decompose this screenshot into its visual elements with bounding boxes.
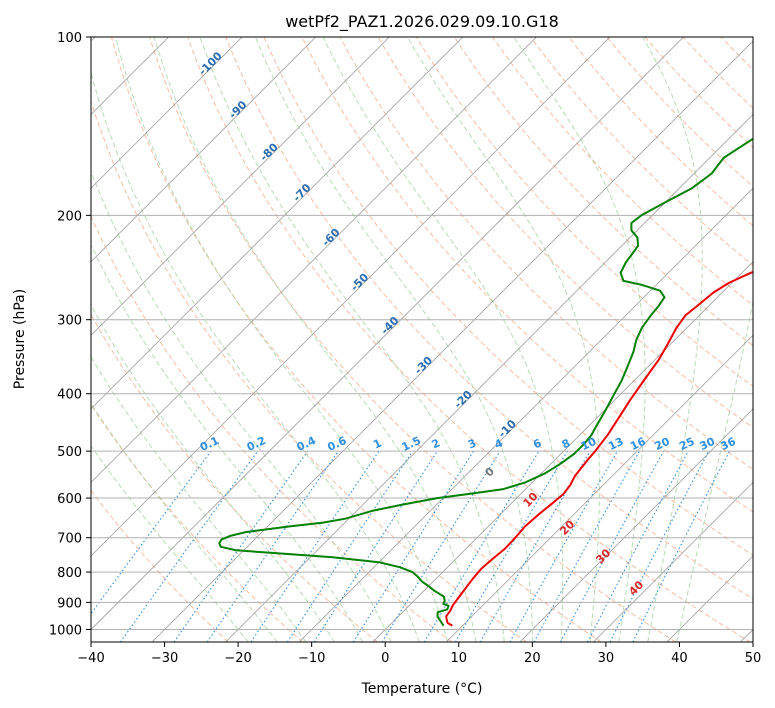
mixing-ratio-label: 16 [628,435,648,453]
moist-adiabat [513,37,646,642]
moist-adiabat [254,37,534,642]
dry-adiabat [91,215,453,642]
y-tick-label: 500 [57,445,82,460]
chart-title: wetPf2_PAZ1.2026.029.09.10.G18 [285,12,559,32]
y-tick-label: 300 [57,314,82,329]
moist-adiabat [91,355,307,642]
isotherm [372,261,753,642]
moist-adiabat [676,298,753,642]
mixing-ratio-line [381,450,501,642]
mixing-ratio-line [286,450,414,642]
moist-adiabat [91,444,249,642]
mixing-ratio-label: 10 [579,435,599,453]
mixing-ratio-line [250,450,380,642]
isotherm [519,408,753,642]
mixing-ratio-line [91,450,212,615]
mixing-ratio-line [313,450,438,642]
x-tick-label: 50 [745,651,762,666]
moist-adiabat [642,37,703,642]
sounding-series [218,137,753,627]
x-tick-label: 10 [451,651,468,666]
y-tick-label: 700 [57,532,82,547]
isotherm [91,37,243,189]
isotherm [298,187,753,642]
moist-adiabat [91,170,392,642]
x-tick-label: 20 [524,651,541,666]
x-tick-label: −40 [77,651,104,666]
moist-adiabat [322,37,564,642]
moist-adiabat [407,37,600,642]
mixing-ratio-line [206,450,339,642]
isotherm [91,37,685,631]
isotherm [91,37,390,336]
dry-adiabat [187,37,751,642]
isotherm [225,114,753,642]
x-tick-label: −20 [224,651,251,666]
plot-area [91,37,753,642]
mixing-ratio-line [173,450,309,642]
temperature-profile [445,270,753,627]
moist-adiabat [115,37,449,642]
isotherm [91,37,317,263]
y-tick-label: 200 [57,209,82,224]
x-tick-label: 40 [671,651,688,666]
y-axis-label: Pressure (hPa) [12,289,28,389]
dry-adiabat [301,37,753,513]
isotherm [91,37,537,483]
background-lines [91,37,753,642]
mixing-ratio-line [632,450,731,642]
y-tick-label: 1000 [49,624,82,639]
isotherm [593,481,753,642]
mixing-ratio-line [509,450,618,642]
plot-frame [90,36,754,643]
x-tick-label: 0 [381,651,389,666]
mixing-ratio-label: 13 [606,435,625,453]
x-tick-label: −30 [151,651,178,666]
y-tick-label: 600 [57,492,82,507]
mixing-ratio-label: 20 [653,435,673,453]
dry-adiabat [91,313,378,642]
moist-adiabat [91,303,335,642]
mixing-ratio-line [119,450,259,642]
dry-adiabat [453,37,753,347]
y-tick-label: 800 [57,566,82,581]
mixing-ratio-label: 30 [698,435,718,453]
y-tick-label: 900 [57,596,82,611]
dry-adiabat [491,37,753,306]
dry-adiabat [263,37,753,556]
y-tick-label: 400 [57,388,82,403]
mixing-ratio-label: 36 [718,435,738,453]
moist-adiabat [91,402,278,642]
x-tick-label: −10 [298,651,325,666]
moist-adiabat [91,71,420,642]
isotherm [445,334,753,642]
mixing-ratio-line [533,450,640,642]
dry-adiabat [91,489,229,642]
y-tick-label: 100 [57,31,82,46]
mixing-ratio-label: 25 [677,435,696,453]
isotherm [91,37,611,557]
moist-adiabat [153,37,477,642]
dewpoint-profile [218,137,753,627]
x-axis-label: Temperature (°C) [361,681,483,697]
moist-adiabat [91,243,364,642]
x-tick-label: 30 [598,651,615,666]
axes: −40 −30 −20 −10 0 10 20 30 40 50 100 200 300 400 500 60… [49,31,761,666]
dry-adiabat [377,37,753,429]
dry-adiabat [91,100,527,642]
mixing-ratio-line [560,450,665,642]
isotherm [151,40,753,642]
mixing-ratio-line [352,450,475,642]
isotherm [91,37,464,410]
moist-adiabat [199,37,505,642]
